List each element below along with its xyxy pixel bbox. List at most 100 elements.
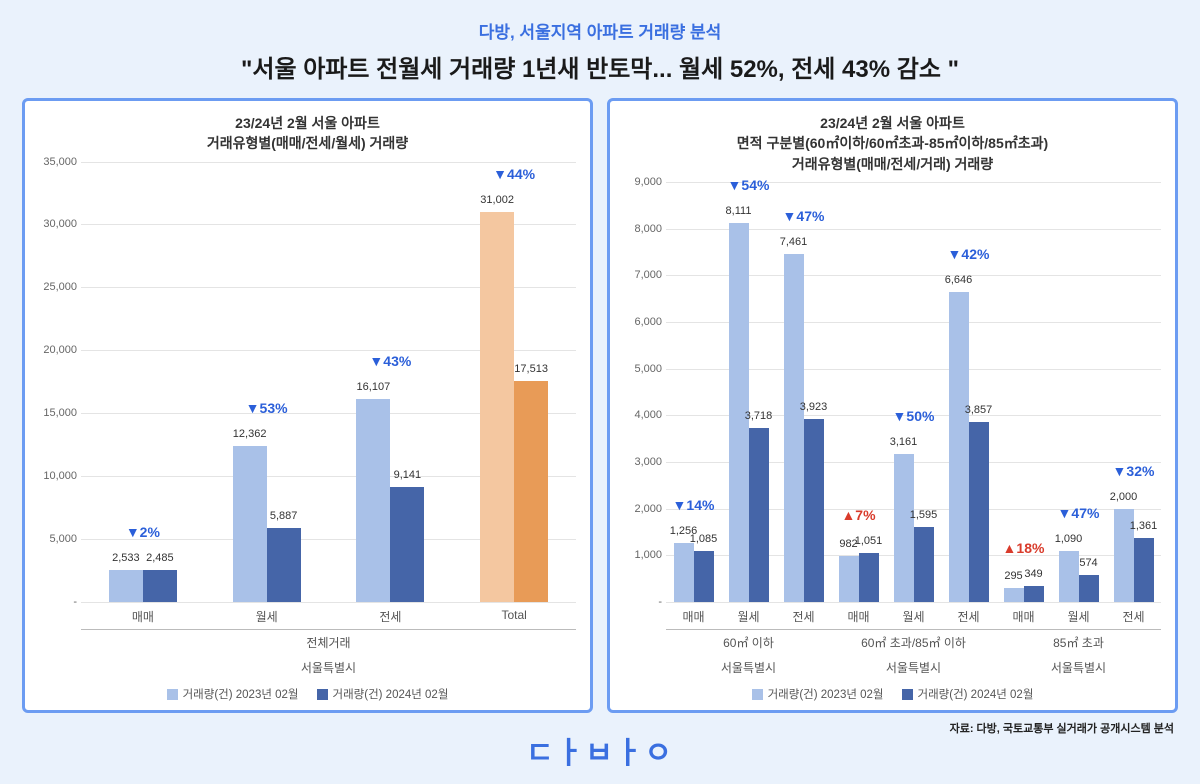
- chart-right-legend: 거래량(건) 2023년 02월 거래량(건) 2024년 02월: [620, 686, 1165, 702]
- bar-value-2024: 574: [1079, 557, 1097, 569]
- chart-left-region-row: 서울특별시: [81, 651, 576, 676]
- bar-value-2024: 1,085: [690, 533, 718, 545]
- x-region-label: 서울특별시: [996, 655, 1161, 676]
- swatch-icon: [167, 689, 178, 700]
- bar-2023: 31,002: [480, 212, 514, 602]
- bar-2023: 6,646: [949, 292, 969, 602]
- bar-group: 7,4613,923 ▼47%: [776, 182, 831, 602]
- pct-change: ▼32%: [1113, 463, 1155, 479]
- y-tick: 5,000: [49, 533, 77, 545]
- x-label: 월세: [205, 602, 329, 625]
- chart-left-region-label: 서울특별시: [81, 655, 576, 676]
- bar-2024: 17,513: [514, 381, 548, 601]
- x-label: 전세: [776, 602, 831, 625]
- bar-2023: 7,461: [784, 254, 804, 602]
- y-tick: 9,000: [634, 176, 662, 188]
- bar-value-2024: 1,361: [1130, 520, 1158, 532]
- bar-value-2024: 3,923: [800, 401, 828, 413]
- bar-2024: 1,595: [914, 527, 934, 601]
- y-tick: 30,000: [43, 218, 77, 230]
- bar-group: 2,000 1,361 ▼32%: [1106, 182, 1161, 602]
- bar-2023: 3,161: [894, 454, 914, 602]
- y-tick: 6,000: [634, 316, 662, 328]
- bar-2023: 12,362: [233, 446, 267, 601]
- y-tick: 4,000: [634, 409, 662, 421]
- pct-change: ▲18%: [1003, 540, 1045, 556]
- swatch-icon: [317, 689, 328, 700]
- x-section-label: 60㎡ 초과/85㎡ 이하: [831, 629, 996, 651]
- chart-right-xlabels: 매매월세전세매매월세전세매매월세전세: [666, 602, 1161, 625]
- bar-2024: 3,923: [804, 419, 824, 602]
- bar-value-2024: 9,141: [394, 469, 422, 481]
- chart-left-title: 23/24년 2월 서울 아파트 거래유형별(매매/전세/월세) 거래량: [35, 113, 580, 154]
- x-section-label: 85㎡ 초과: [996, 629, 1161, 651]
- y-tick: 2,000: [634, 503, 662, 515]
- subtitle: 다방, 서울지역 아파트 거래량 분석: [22, 18, 1178, 43]
- bar-value-2023: 1,090: [1055, 533, 1083, 545]
- bar-value-2023: 12,362: [233, 428, 267, 440]
- chart-left-legend: 거래량(건) 2023년 02월 거래량(건) 2024년 02월: [35, 686, 580, 702]
- y-tick: 25,000: [43, 281, 77, 293]
- bar-value-2023: 295: [1004, 570, 1022, 582]
- bar-group: 12,3625,887▼53%: [205, 162, 329, 602]
- bar-2024: 3,718: [749, 428, 769, 602]
- x-region-label: 서울특별시: [666, 655, 831, 676]
- chart-left-xlabels: 매매월세전세Total: [81, 602, 576, 625]
- bar-value-2023: 3,161: [890, 436, 918, 448]
- bar-value-2023: 31,002: [480, 194, 514, 206]
- pct-change: ▲7%: [841, 507, 875, 523]
- x-label: 전세: [941, 602, 996, 625]
- charts-row: 23/24년 2월 서울 아파트 거래유형별(매매/전세/월세) 거래량 - 5,…: [22, 98, 1178, 713]
- y-tick: 10,000: [43, 470, 77, 482]
- bar-group: 16,1079,141▼43%: [329, 162, 453, 602]
- bar-2023: 1,090: [1059, 551, 1079, 602]
- bar-2024: 2,485: [143, 570, 177, 601]
- bar-2024: 349: [1024, 586, 1044, 602]
- bar-value-2024: 1,051: [855, 535, 883, 547]
- legend-2024-label: 거래량(건) 2024년 02월: [333, 689, 449, 701]
- pct-change: ▼47%: [1058, 505, 1100, 521]
- bar-group: 2,5332,485▼2%: [81, 162, 205, 602]
- x-region-label: 서울특별시: [831, 655, 996, 676]
- title-block: 다방, 서울지역 아파트 거래량 분석 "서울 아파트 전월세 거래량 1년새 …: [22, 18, 1178, 84]
- chart-left-section-label: 전체거래: [81, 629, 576, 651]
- chart-right-title-l1: 23/24년 2월 서울 아파트: [820, 115, 965, 131]
- bar-value-2024: 5,887: [270, 510, 298, 522]
- bar-2024: 9,141: [390, 487, 424, 602]
- x-label: 매매: [831, 602, 886, 625]
- bar-2024: 5,887: [267, 528, 301, 602]
- pct-change: ▼47%: [783, 208, 825, 224]
- page: 다방, 서울지역 아파트 거래량 분석 "서울 아파트 전월세 거래량 1년새 …: [0, 0, 1200, 784]
- y-tick: 15,000: [43, 407, 77, 419]
- pct-change: ▼44%: [493, 166, 535, 182]
- pct-change: ▼53%: [246, 400, 288, 416]
- pct-change: ▼43%: [369, 353, 411, 369]
- bar-2023: 1,256: [674, 543, 694, 602]
- chart-right-plot: -1,0002,0003,0004,0005,0006,0007,0008,00…: [620, 182, 1165, 602]
- chart-left-title-l1: 23/24년 2월 서울 아파트: [235, 115, 380, 131]
- x-label: Total: [452, 602, 576, 625]
- chart-right-title-l3: 거래유형별(매매/전세/거래) 거래량: [792, 156, 993, 172]
- bar-value-2023: 2,000: [1110, 491, 1138, 503]
- y-tick: -: [73, 596, 77, 608]
- y-tick: -: [658, 596, 662, 608]
- chart-right-section-row: 60㎡ 이하60㎡ 초과/85㎡ 이하85㎡ 초과: [666, 625, 1161, 651]
- x-label: 월세: [721, 602, 776, 625]
- bar-value-2024: 349: [1024, 568, 1042, 580]
- chart-left-section-row: 전체거래: [81, 625, 576, 651]
- bar-group: 3,1611,595▼50%: [886, 182, 941, 602]
- x-label: 월세: [1051, 602, 1106, 625]
- footer-source: 자료: 다방, 국토교통부 실거래가 공개시스템 분석: [950, 720, 1174, 736]
- headline: "서울 아파트 전월세 거래량 1년새 반토막... 월세 52%, 전세 43…: [22, 49, 1178, 84]
- chart-left-title-l2: 거래유형별(매매/전세/월세) 거래량: [207, 135, 408, 151]
- bar-group: 1,2561,085▼14%: [666, 182, 721, 602]
- x-label: 매매: [996, 602, 1051, 625]
- bar-group: 6,6463,857▼42%: [941, 182, 996, 602]
- bar-2023: 16,107: [356, 399, 390, 601]
- y-tick: 35,000: [43, 156, 77, 168]
- pct-change: ▼50%: [893, 408, 935, 424]
- swatch-icon: [902, 689, 913, 700]
- x-label: 전세: [329, 602, 453, 625]
- bar-2024: 1,085: [694, 551, 714, 602]
- bar-2023: 982: [839, 556, 859, 602]
